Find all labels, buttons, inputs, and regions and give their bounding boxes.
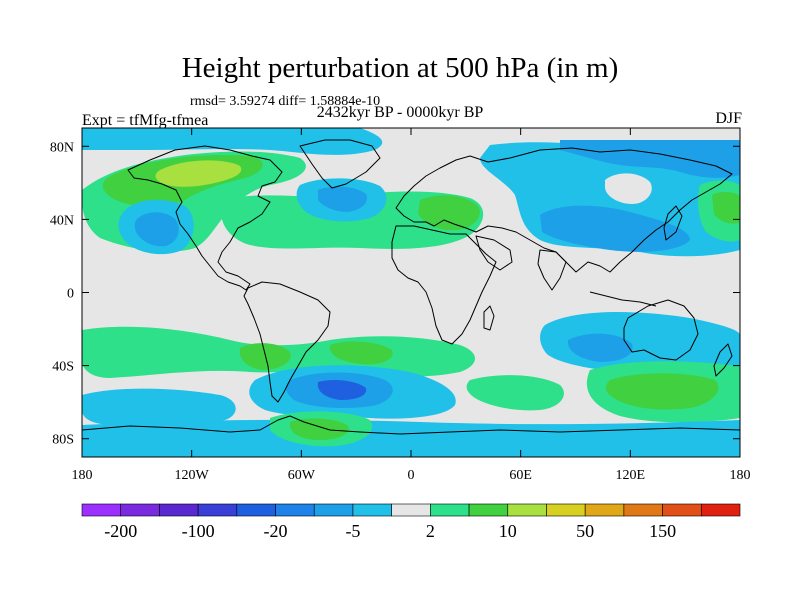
field-map (82, 128, 740, 457)
contour-region (329, 341, 393, 365)
contour-region (540, 312, 740, 378)
contour-region (317, 380, 367, 400)
coastlines (82, 139, 740, 435)
contour-region (466, 375, 564, 411)
longitude-axis: 180 120W 60W 0 60E 120E 180 (72, 128, 751, 483)
colorbar-swatch (120, 503, 160, 517)
colorbar-swatch (430, 503, 470, 517)
coastline-greenland (299, 139, 381, 189)
lon-tick-label: 0 (408, 468, 415, 483)
colorbar-swatch (159, 503, 199, 517)
colorbar-swatch (236, 503, 276, 517)
colorbar-label: -200 (104, 521, 137, 541)
latitude-axis: 80N 40N 0 40S 80S (50, 140, 740, 448)
contour-region (155, 160, 242, 187)
lat-tick-label: 0 (67, 287, 74, 302)
coastline-new-zealand (713, 343, 733, 377)
contour-region (82, 388, 236, 427)
colorbar-swatch (313, 503, 354, 517)
coastline-india (537, 249, 567, 291)
colorbar-label: -5 (345, 521, 360, 541)
lat-tick-label: 40S (52, 360, 74, 375)
coastline-north-america (127, 145, 283, 291)
colorbar-label: -20 (264, 521, 288, 541)
contour-region (418, 195, 480, 231)
contour-region (605, 373, 719, 410)
colorbar-label: 150 (649, 521, 676, 541)
colorbar-swatch (275, 503, 315, 517)
lon-tick-label: 180 (72, 468, 93, 483)
coastline-japan (663, 205, 683, 241)
colorbar-swatch (584, 503, 625, 517)
colorbar-swatch (352, 503, 392, 517)
lat-tick-label: 40N (50, 213, 74, 228)
lat-tick-label: 80N (50, 140, 74, 155)
lon-tick-label: 60W (288, 468, 316, 483)
coastline-south-america (243, 281, 331, 403)
colorbar-swatch (507, 503, 547, 517)
contour-region (560, 140, 740, 178)
colorbar-label: 50 (576, 521, 594, 541)
colorbar-swatch (662, 503, 702, 517)
season-label: DJF (715, 110, 742, 127)
stats-label: rmsd= 3.59274 diff= 1.58884e-10 (190, 94, 381, 109)
coastline-indonesia (589, 291, 657, 307)
contour-region (540, 205, 690, 252)
plot-title: Height perturbation at 500 hPa (in m) (181, 52, 619, 84)
contour-region (605, 173, 652, 204)
experiment-label: Expt = tfMfg-tfmea (82, 112, 209, 129)
coastline-arabia (475, 235, 513, 271)
colorbar-label: 10 (499, 521, 517, 541)
coastline-eurasia (395, 147, 733, 273)
colorbar-label: -100 (182, 521, 215, 541)
colorbar-swatch (700, 503, 741, 517)
contour-region (318, 186, 368, 212)
coastline-madagascar (483, 305, 495, 331)
lat-tick-label: 80S (52, 433, 74, 448)
lon-tick-label: 120E (616, 468, 646, 483)
colorbar: -200 -100 -20 -5 2 10 50 150 (81, 503, 741, 541)
colorbar-swatch (546, 503, 586, 517)
contour-region (134, 212, 179, 247)
contour-region (82, 419, 740, 457)
colorbar-label: 2 (426, 521, 435, 541)
contour-region (82, 128, 383, 155)
colorbar-swatch (197, 503, 238, 517)
contour-region (289, 418, 349, 440)
lon-tick-label: 120W (175, 468, 210, 483)
coastline-antarctica (82, 415, 740, 435)
coastline-africa (391, 225, 497, 345)
colorbar-swatch (81, 503, 122, 517)
lon-tick-label: 180 (730, 468, 751, 483)
colorbar-swatch (468, 503, 509, 517)
contour-region (567, 333, 633, 362)
coastline-australia (623, 299, 699, 361)
period-label: 2432kyr BP - 0000kyr BP (316, 104, 484, 121)
lon-tick-label: 60E (509, 468, 532, 483)
contour-region (712, 192, 740, 224)
colorbar-swatch (391, 503, 431, 517)
colorbar-swatch (623, 503, 663, 517)
